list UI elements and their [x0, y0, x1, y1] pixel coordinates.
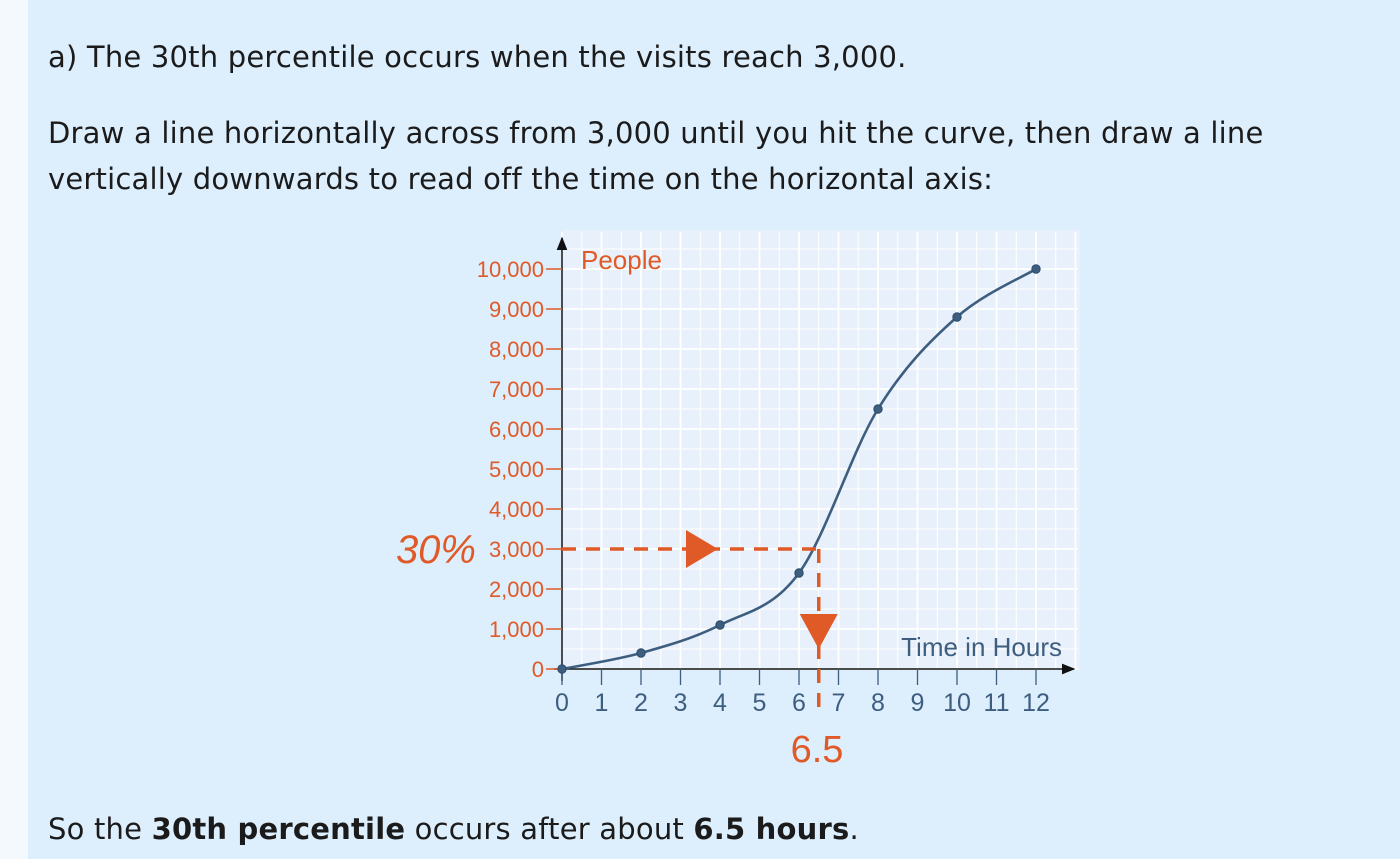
x-axis-title: Time in Hours — [901, 632, 1062, 662]
percentile-label: 30% — [396, 528, 476, 572]
x-axis-ticks: 0 1 2 3 4 5 6 7 8 9 10 11 12 — [555, 669, 1050, 717]
data-point — [636, 648, 646, 658]
x-tick-label: 1 — [595, 689, 609, 717]
data-point — [952, 312, 962, 322]
y-tick-label: 4,000 — [489, 497, 544, 522]
x-tick-label: 0 — [555, 689, 569, 717]
y-tick-label: 1,000 — [489, 617, 544, 642]
x-tick-label: 3 — [674, 689, 688, 717]
y-tick-label: 10,000 — [477, 257, 544, 282]
percentile-annotation — [562, 530, 838, 716]
y-tick-label: 9,000 — [489, 297, 544, 322]
x-tick-label: 12 — [1022, 689, 1050, 717]
data-point — [557, 664, 567, 674]
x-tick-label: 7 — [832, 689, 846, 717]
x-tick-label: 5 — [753, 689, 767, 717]
x-tick-label: 2 — [634, 689, 648, 717]
conclusion-bold-hours: 6.5 hours — [693, 812, 850, 846]
right-arrow-head — [686, 530, 718, 568]
y-tick-label: 7,000 — [489, 377, 544, 402]
data-points — [557, 264, 1041, 674]
y-tick-label: 2,000 — [489, 577, 544, 602]
x-tick-label: 11 — [984, 689, 1010, 717]
data-point — [715, 620, 725, 630]
y-axis-title: People — [581, 245, 662, 275]
grid-background — [562, 230, 1080, 670]
intro-text: a) The 30th percentile occurs when the v… — [48, 40, 907, 74]
conclusion-post: . — [849, 812, 859, 846]
x-tick-label: 10 — [943, 689, 971, 717]
x-tick-label: 8 — [871, 689, 885, 717]
conclusion-bold-percentile: 30th percentile — [151, 812, 406, 846]
conclusion-pre: So the — [48, 812, 152, 846]
y-axis-ticks: 0 1,000 2,000 3,000 4,000 5,000 6,000 7,000 8,00… — [477, 257, 562, 682]
y-tick-label: 0 — [532, 657, 544, 682]
answer-label: 6.5 — [791, 729, 844, 771]
y-tick-label: 8,000 — [489, 337, 544, 362]
data-point — [1031, 264, 1041, 274]
conclusion-mid: occurs after about — [405, 812, 694, 846]
instruction-text: Draw a line horizontally across from 3,0… — [48, 116, 1264, 196]
y-tick-label: 3,000 — [489, 537, 544, 562]
data-point — [794, 568, 804, 578]
data-point — [873, 404, 883, 414]
y-tick-label: 5,000 — [489, 457, 544, 482]
x-tick-label: 4 — [713, 689, 727, 717]
down-arrow-head — [799, 614, 838, 649]
x-tick-label: 9 — [911, 689, 925, 717]
x-tick-label: 6 — [792, 689, 806, 717]
conclusion-text: So the 30th percentile occurs after abou… — [48, 806, 859, 852]
y-tick-label: 6,000 — [489, 417, 544, 442]
